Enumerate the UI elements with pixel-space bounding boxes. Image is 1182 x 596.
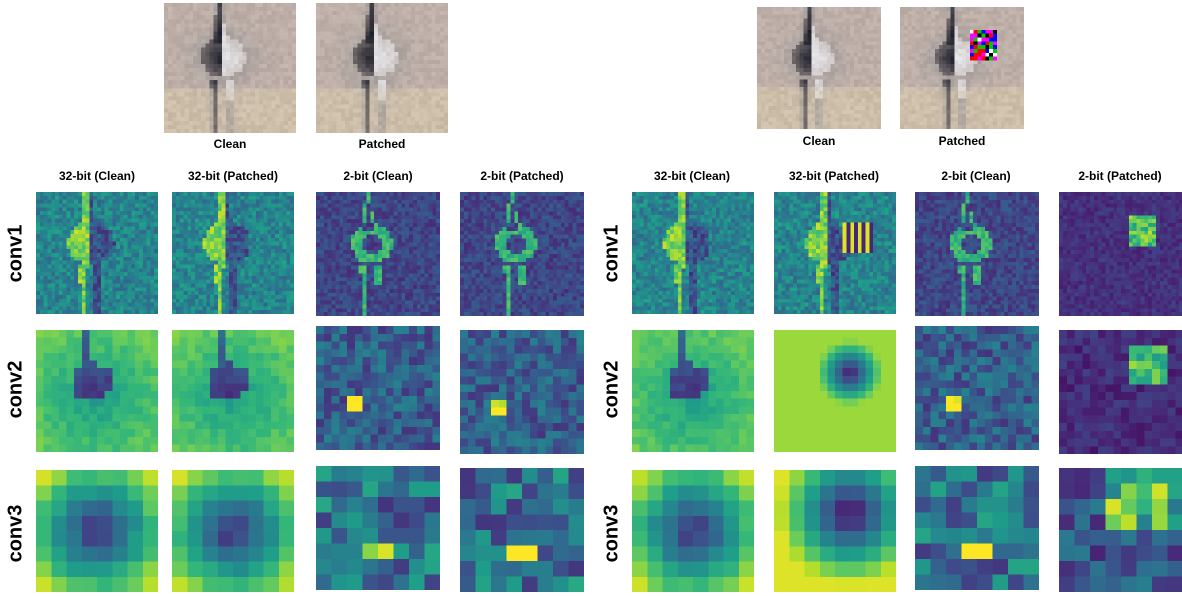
feature-map-canvas <box>460 192 584 316</box>
feature-map-canvas <box>1059 330 1182 454</box>
feature-map-canvas <box>774 330 896 452</box>
ostrich-image <box>757 7 881 129</box>
feature-map-canvas <box>460 468 584 592</box>
feature-map <box>915 192 1039 316</box>
feature-map-canvas <box>774 470 896 592</box>
feature-map-canvas <box>172 330 294 452</box>
feature-map <box>915 326 1039 450</box>
row-label: conv3 <box>4 504 27 563</box>
feature-map <box>460 330 584 454</box>
feature-map-canvas <box>316 192 440 316</box>
feature-map <box>36 470 158 592</box>
column-header: 2-bit (Patched) <box>1078 169 1162 183</box>
feature-map <box>316 192 440 316</box>
feature-map-canvas <box>172 470 294 592</box>
column-header: 2-bit (Clean) <box>941 169 1011 183</box>
column-header: 32-bit (Patched) <box>788 169 879 183</box>
feature-map-canvas <box>632 470 754 592</box>
feature-map <box>460 192 584 316</box>
feature-map <box>632 330 754 452</box>
feature-map-canvas <box>632 192 754 314</box>
feature-map-canvas <box>915 326 1039 450</box>
feature-map-canvas <box>316 326 440 450</box>
feature-map <box>36 330 158 452</box>
feature-map <box>172 470 294 592</box>
row-label: conv1 <box>4 224 27 283</box>
feature-map-canvas <box>915 192 1039 316</box>
column-header: 2-bit (Clean) <box>343 169 413 183</box>
input-label: Clean <box>213 137 247 151</box>
input-label: Patched <box>358 137 406 151</box>
input-image-clean <box>757 7 881 129</box>
feature-map <box>36 192 158 314</box>
ostrich-image <box>316 3 448 133</box>
feature-map-canvas <box>460 330 584 454</box>
column-header: 2-bit (Patched) <box>480 169 564 183</box>
input-image-clean <box>164 3 296 133</box>
feature-map <box>774 470 896 592</box>
input-image-patched <box>316 3 448 133</box>
row-label: conv1 <box>600 224 623 283</box>
feature-map-canvas <box>172 192 294 314</box>
feature-map <box>316 466 440 590</box>
feature-map <box>632 470 754 592</box>
feature-map <box>1059 468 1182 592</box>
feature-map <box>774 330 896 452</box>
feature-map <box>172 192 294 314</box>
feature-map <box>915 466 1039 590</box>
feature-map <box>632 192 754 314</box>
ostrich-image <box>900 7 1024 129</box>
row-label: conv2 <box>4 360 27 419</box>
column-header: 32-bit (Clean) <box>58 169 135 183</box>
ostrich-image <box>164 3 296 133</box>
feature-map-canvas <box>632 330 754 452</box>
feature-map-canvas <box>36 330 158 452</box>
feature-map-canvas <box>915 466 1039 590</box>
feature-map <box>172 330 294 452</box>
row-label: conv2 <box>600 360 623 419</box>
row-label: conv3 <box>600 504 623 563</box>
feature-map-canvas <box>1059 192 1182 316</box>
input-label: Clean <box>802 134 836 148</box>
column-header: 32-bit (Clean) <box>653 169 730 183</box>
feature-map-canvas <box>1059 468 1182 592</box>
feature-map <box>316 326 440 450</box>
feature-map-canvas <box>316 466 440 590</box>
feature-map <box>1059 192 1182 316</box>
feature-map <box>1059 330 1182 454</box>
input-label: Patched <box>938 134 986 148</box>
feature-map <box>774 192 896 314</box>
column-header: 32-bit (Patched) <box>187 169 278 183</box>
input-image-patched <box>900 7 1024 129</box>
feature-map-canvas <box>36 192 158 314</box>
feature-map-canvas <box>774 192 896 314</box>
feature-map <box>460 468 584 592</box>
feature-map-canvas <box>36 470 158 592</box>
